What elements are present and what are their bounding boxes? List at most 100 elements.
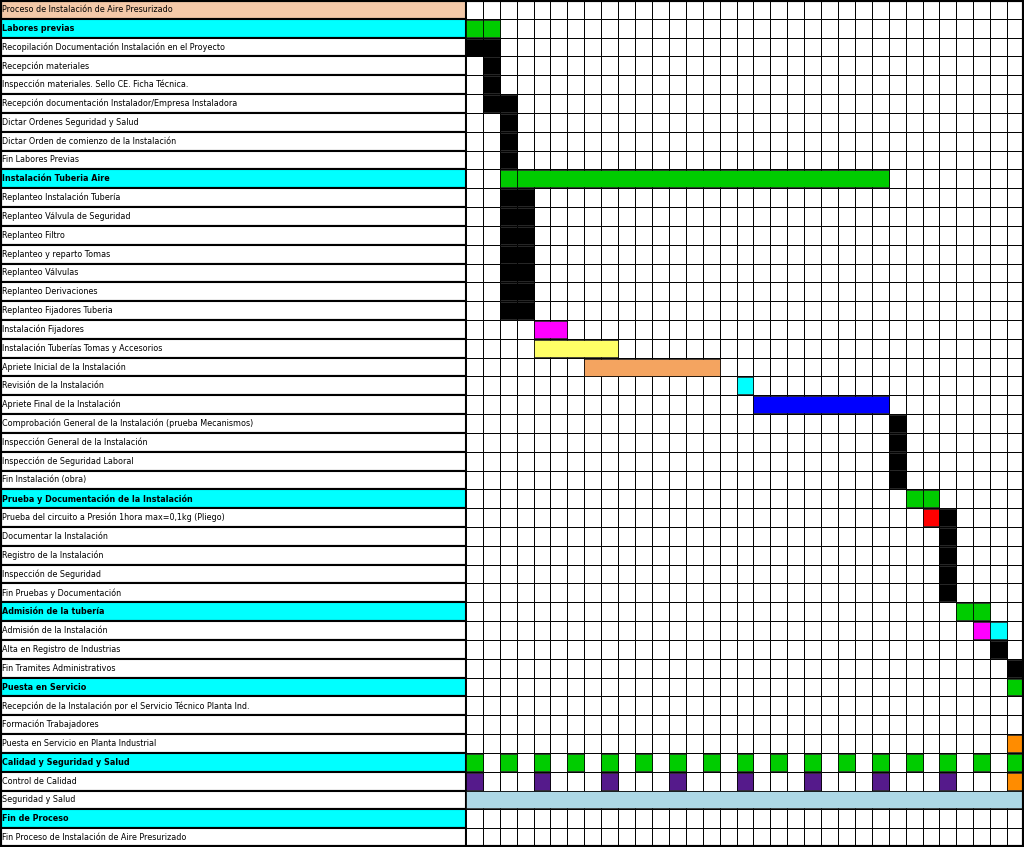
Bar: [567, 396, 585, 414]
Bar: [939, 566, 956, 583]
Bar: [770, 508, 787, 527]
Bar: [923, 57, 939, 75]
Bar: [686, 396, 702, 414]
Bar: [939, 772, 956, 789]
Bar: [534, 113, 551, 132]
Bar: [635, 810, 652, 828]
Bar: [956, 565, 973, 584]
Bar: [618, 226, 635, 245]
Bar: [754, 490, 770, 508]
Bar: [804, 584, 821, 602]
Bar: [0, 245, 466, 263]
Bar: [567, 207, 585, 226]
Bar: [838, 471, 855, 490]
Bar: [905, 113, 923, 132]
Bar: [585, 169, 601, 188]
Bar: [1007, 151, 1024, 169]
Bar: [601, 357, 618, 376]
Bar: [754, 19, 770, 37]
Bar: [601, 621, 618, 640]
Bar: [0, 339, 466, 357]
Bar: [635, 396, 652, 414]
Bar: [466, 621, 483, 640]
Bar: [500, 451, 517, 471]
Bar: [905, 527, 923, 545]
Bar: [871, 584, 889, 602]
Bar: [838, 396, 855, 414]
Bar: [804, 57, 821, 75]
Bar: [787, 678, 804, 696]
Bar: [838, 696, 855, 715]
Bar: [1007, 169, 1024, 188]
Bar: [686, 715, 702, 734]
Bar: [905, 263, 923, 282]
Bar: [618, 245, 635, 263]
Bar: [821, 602, 838, 621]
Bar: [754, 640, 770, 659]
Bar: [618, 602, 635, 621]
Bar: [787, 263, 804, 282]
Bar: [635, 0, 652, 19]
Bar: [736, 754, 754, 771]
Bar: [905, 696, 923, 715]
Bar: [551, 226, 567, 245]
Bar: [534, 320, 551, 339]
Bar: [517, 640, 534, 659]
Bar: [0, 94, 466, 113]
Bar: [821, 263, 838, 282]
Bar: [923, 527, 939, 545]
Bar: [905, 753, 923, 772]
Bar: [956, 320, 973, 339]
Bar: [466, 451, 483, 471]
Bar: [517, 414, 534, 433]
Bar: [770, 263, 787, 282]
Bar: [618, 828, 635, 847]
Bar: [500, 527, 517, 545]
Bar: [1007, 320, 1024, 339]
Bar: [923, 659, 939, 678]
Bar: [702, 94, 720, 113]
Bar: [483, 245, 500, 263]
Bar: [956, 302, 973, 320]
Bar: [652, 188, 669, 207]
Bar: [601, 414, 618, 433]
Bar: [517, 565, 534, 584]
Bar: [0, 508, 466, 527]
Bar: [534, 302, 551, 320]
Bar: [838, 527, 855, 545]
Bar: [770, 584, 787, 602]
Bar: [889, 339, 905, 357]
Bar: [889, 810, 905, 828]
Bar: [787, 772, 804, 790]
Bar: [736, 245, 754, 263]
Bar: [0, 320, 466, 339]
Bar: [702, 339, 720, 357]
Bar: [804, 132, 821, 151]
Bar: [838, 75, 855, 94]
Bar: [702, 433, 720, 451]
Bar: [483, 433, 500, 451]
Bar: [601, 94, 618, 113]
Bar: [736, 772, 754, 789]
Bar: [754, 282, 770, 302]
Bar: [517, 433, 534, 451]
Bar: [939, 696, 956, 715]
Bar: [787, 790, 804, 810]
Bar: [702, 754, 720, 771]
Bar: [669, 376, 686, 396]
Bar: [871, 696, 889, 715]
Bar: [0, 772, 466, 790]
Bar: [923, 490, 939, 507]
Bar: [905, 376, 923, 396]
Bar: [923, 490, 939, 508]
Bar: [990, 433, 1007, 451]
Bar: [652, 790, 669, 810]
Bar: [517, 19, 534, 37]
Bar: [939, 810, 956, 828]
Bar: [736, 132, 754, 151]
Bar: [567, 37, 585, 57]
Bar: [787, 753, 804, 772]
Bar: [990, 263, 1007, 282]
Bar: [871, 527, 889, 545]
Bar: [500, 508, 517, 527]
